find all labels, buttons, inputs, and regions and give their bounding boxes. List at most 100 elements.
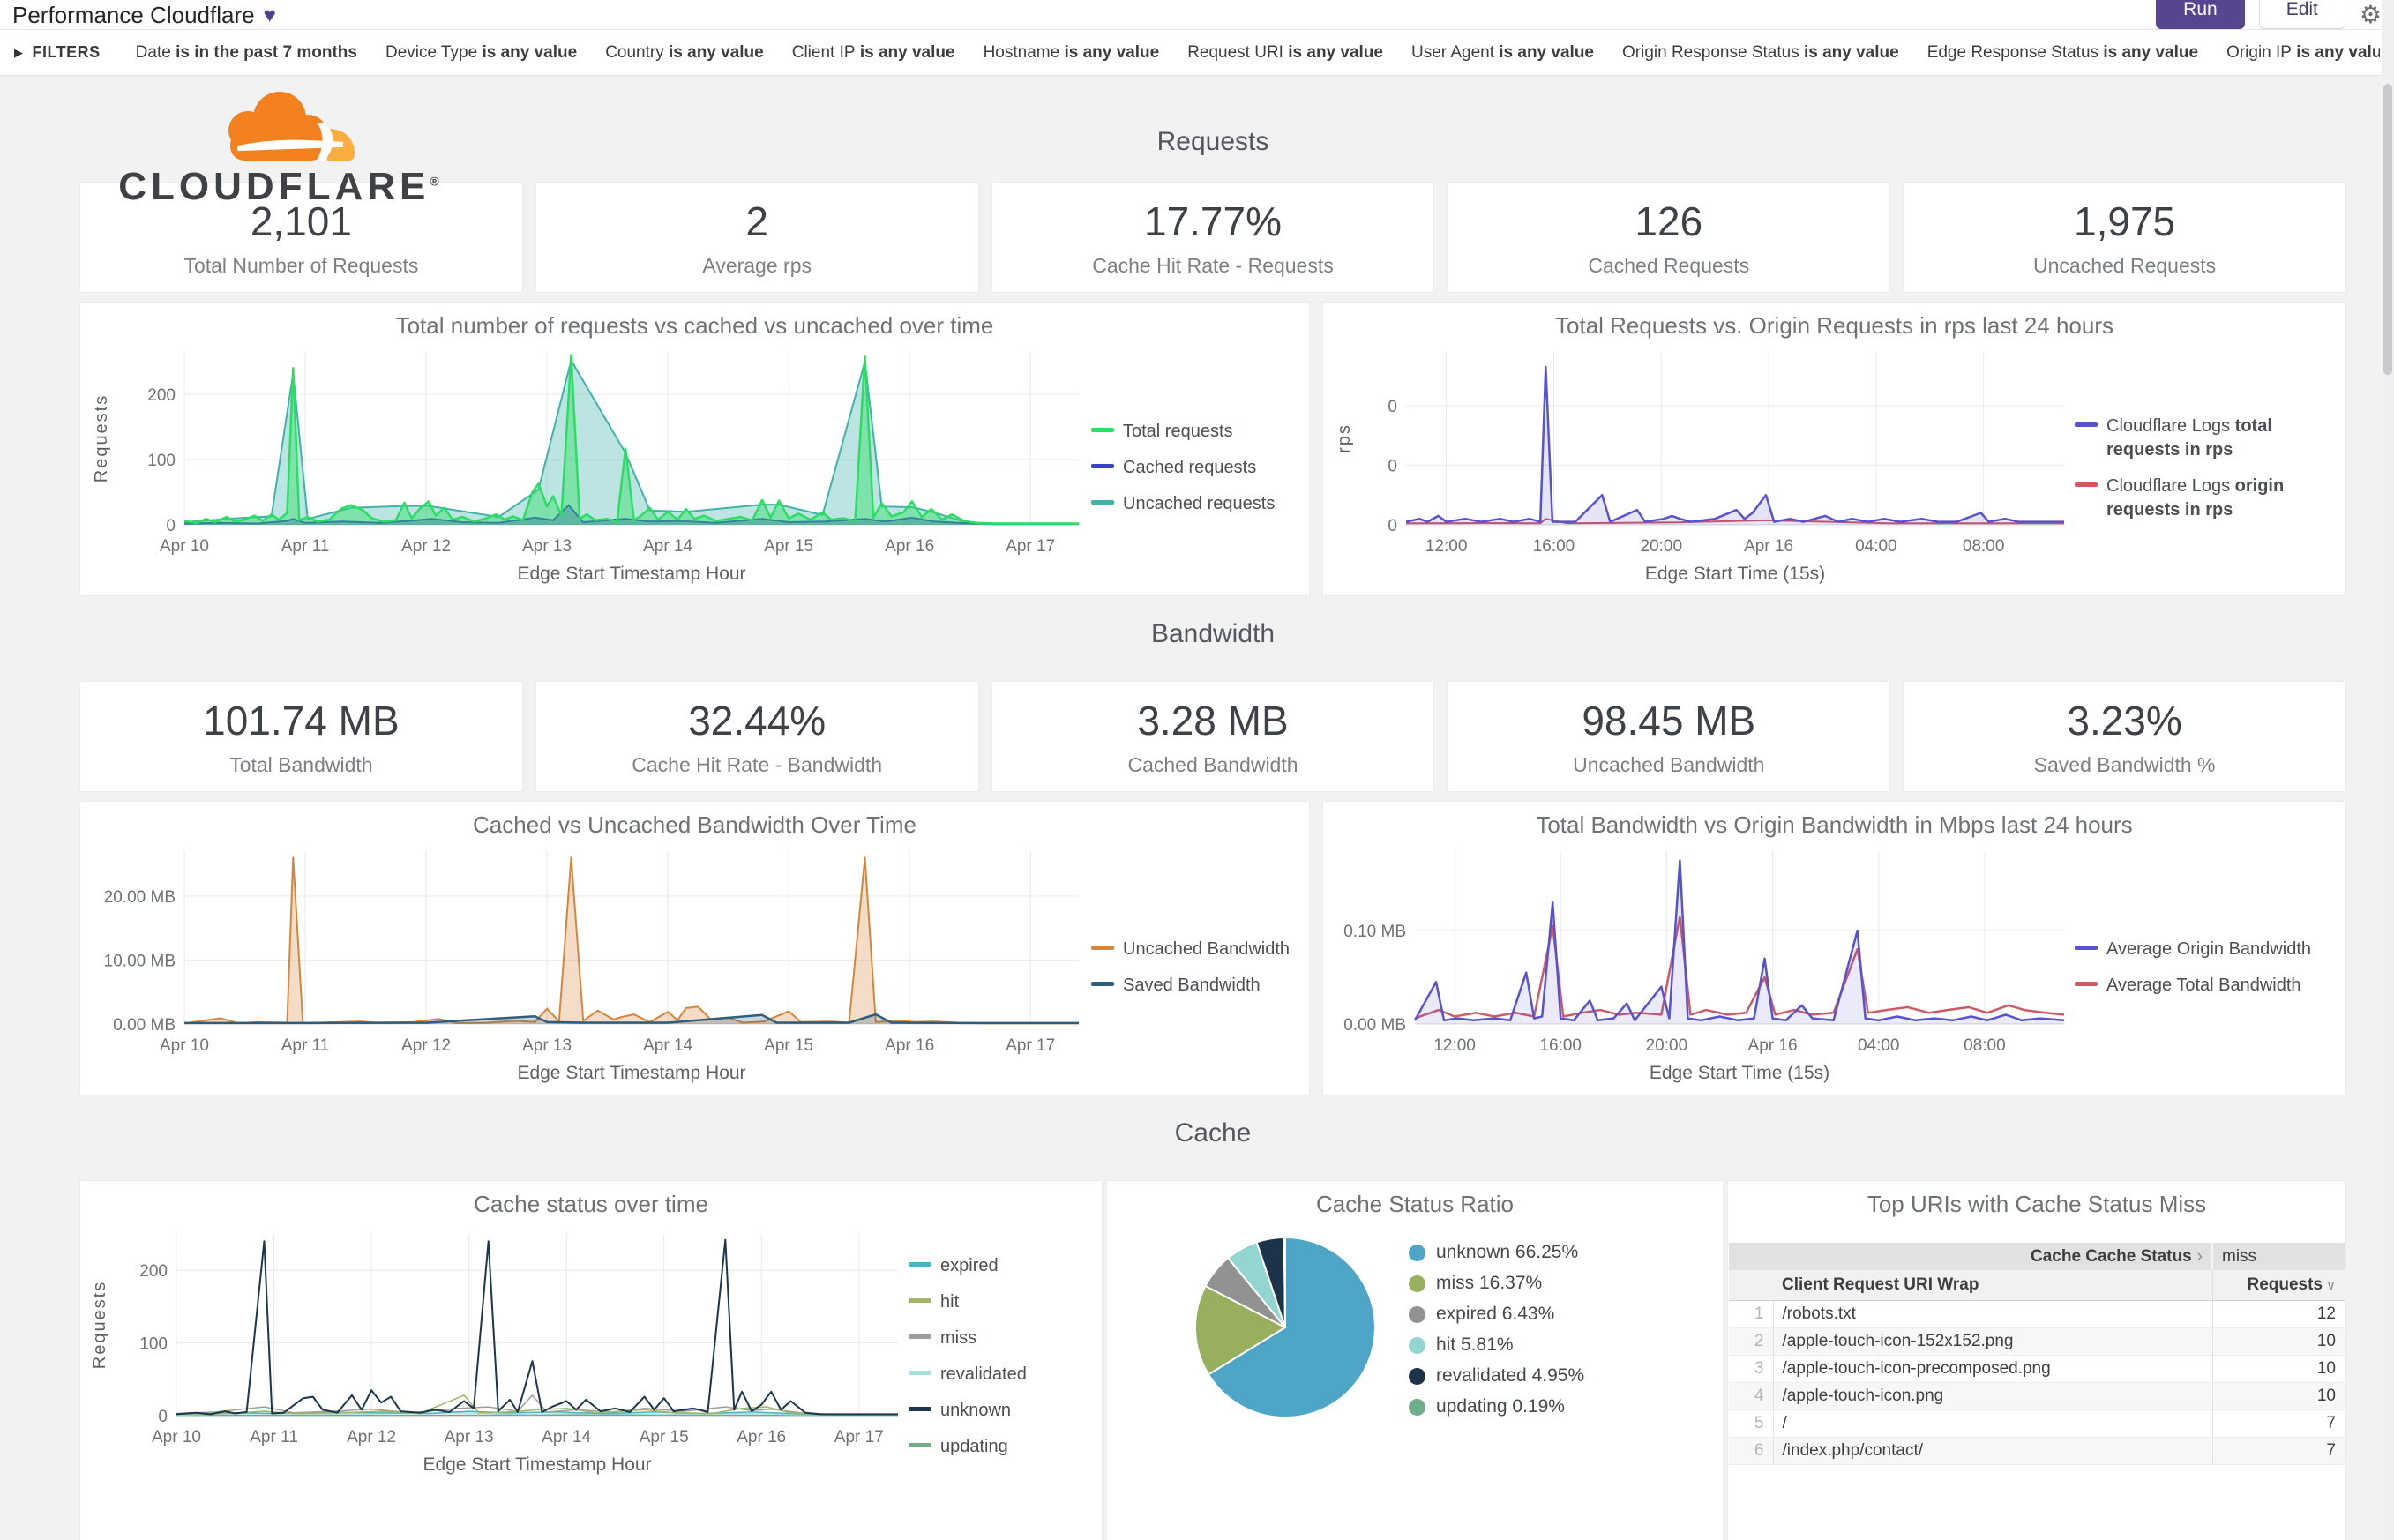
page-scrollbar[interactable]: [2382, 0, 2394, 1540]
filter-item-edge-response-status[interactable]: Edge Response Status is any value: [1926, 42, 2199, 62]
uri-column-header[interactable]: Client Request URI Wrap: [1773, 1270, 2212, 1301]
svg-text:100: 100: [139, 1335, 168, 1354]
svg-text:Apr 13: Apr 13: [522, 1036, 572, 1055]
svg-text:Apr 17: Apr 17: [1006, 1036, 1055, 1055]
kpi-cache-hit-rate-requests: 17.77% Cache Hit Rate - Requests: [991, 182, 1435, 293]
svg-text:0: 0: [166, 517, 176, 535]
row-uri[interactable]: /index.php/contact/: [1773, 1437, 2212, 1465]
top-uris-table: Cache Cache Status › miss Client Request …: [1729, 1243, 2345, 1465]
table-pivot-row: Cache Cache Status › miss: [1729, 1243, 2345, 1270]
filter-item-request-uri[interactable]: Request URI is any value: [1187, 42, 1383, 62]
legend-swatch-icon: [1091, 500, 1114, 505]
row-requests: 12: [2211, 1300, 2345, 1328]
legend-item-updating[interactable]: updating: [909, 1435, 1066, 1459]
table-row[interactable]: 1/robots.txt 12: [1729, 1300, 2345, 1328]
table-row[interactable]: 3/apple-touch-icon-precomposed.png 10: [1729, 1355, 2345, 1383]
filters-toggle[interactable]: ▶ FILTERS: [14, 43, 101, 62]
row-index: 6: [1729, 1437, 1774, 1465]
table-row[interactable]: 2/apple-touch-icon-152x152.png 10: [1729, 1327, 2345, 1356]
legend-item-unknown[interactable]: unknown: [909, 1399, 1066, 1423]
cache-status-over-time-plot[interactable]: 0 100 200 Apr 10 Apr 11 Apr 12 Apr 13 Apr 14 Apr…: [84, 1222, 909, 1491]
section-title-bandwidth: Bandwidth: [1150, 619, 1276, 648]
bandwidth-24h-legend: Average Origin Bandwidth Average Total Ba…: [2075, 842, 2339, 1092]
svg-text:12:00: 12:00: [1425, 537, 1468, 556]
pivot-value-miss[interactable]: miss: [2211, 1243, 2345, 1270]
legend-item-hit[interactable]: hit 5.81%: [1409, 1334, 1584, 1356]
requests-over-time-plot[interactable]: 0 100 200 Apr 10 Apr 11 Apr 12 Apr 13 Apr 14 Apr…: [86, 343, 1091, 593]
legend-item-average-total-bandwidth[interactable]: Average Total Bandwidth: [2075, 974, 2334, 998]
edit-button[interactable]: Edit: [2258, 0, 2345, 29]
row-uri[interactable]: /: [1773, 1409, 2212, 1438]
chart-title: Total Bandwidth vs Origin Bandwidth in M…: [1536, 811, 2133, 838]
bandwidth-24h-plot[interactable]: 0.00 MB 0.10 MB 12:00 16:00 20:00 Apr 16 04:00…: [1328, 842, 2075, 1092]
legend-item-average-origin-bandwidth[interactable]: Average Origin Bandwidth: [2075, 938, 2334, 961]
legend-label: unknown: [940, 1400, 1012, 1420]
bandwidth-over-time-plot[interactable]: 0.00 MB 10.00 MB 20.00 MB Apr 10 Apr 11 Apr 1…: [86, 842, 1091, 1092]
row-uri[interactable]: /robots.txt: [1773, 1300, 2212, 1328]
row-index: 3: [1729, 1355, 1774, 1383]
legend-item-expired[interactable]: expired: [909, 1254, 1066, 1278]
table-row[interactable]: 5/7: [1729, 1409, 2345, 1438]
page-title-wrap: Performance Cloudflare ♥: [12, 0, 276, 29]
table-row[interactable]: 6/index.php/contact/7: [1729, 1437, 2345, 1465]
filter-item-country[interactable]: Country is any value: [605, 42, 764, 62]
legend-swatch-icon: [909, 1297, 931, 1303]
legend-item-miss[interactable]: miss: [909, 1327, 1066, 1350]
svg-text:Requests: Requests: [92, 394, 111, 483]
legend-item-total-requests[interactable]: Total requests: [1091, 420, 1298, 444]
filter-item-client-ip[interactable]: Client IP is any value: [791, 42, 955, 62]
row-index: 1: [1729, 1300, 1774, 1328]
chart-title: Cache status over time: [474, 1191, 708, 1217]
chart-title: Cached vs Uncached Bandwidth Over Time: [473, 811, 916, 838]
legend-item-cached-requests[interactable]: Cached requests: [1091, 456, 1298, 480]
legend-swatch-icon: [909, 1406, 931, 1411]
scrollbar-thumb[interactable]: [2383, 84, 2392, 375]
filter-item-user-agent[interactable]: User Agent is any value: [1410, 42, 1594, 62]
row-uri[interactable]: /apple-touch-icon-precomposed.png: [1773, 1355, 2212, 1383]
svg-text:Apr 10: Apr 10: [160, 537, 209, 556]
svg-text:200: 200: [139, 1262, 168, 1281]
svg-text:Apr 11: Apr 11: [281, 537, 330, 556]
cache-status-legend: expired hit miss revalidated unknown updating: [909, 1222, 1072, 1491]
filter-item-date[interactable]: Date is in the past 7 months: [135, 42, 357, 62]
svg-text:Edge Start Time (15s): Edge Start Time (15s): [1650, 1063, 1829, 1083]
rps-24h-plot[interactable]: 0 0 0 12:00 16:00 20:00 Apr 16 04:00 08:00 Edge S…: [1328, 343, 2075, 593]
run-button[interactable]: Run: [2156, 0, 2245, 29]
legend-item-revalidated[interactable]: revalidated 4.95%: [1409, 1365, 1584, 1387]
legend-item-updating[interactable]: updating 0.19%: [1409, 1396, 1584, 1417]
filter-item-hostname[interactable]: Hostname is any value: [983, 42, 1160, 62]
pivot-field-label[interactable]: Cache Cache Status ›: [1729, 1243, 2212, 1270]
svg-text:Requests: Requests: [90, 1281, 109, 1370]
cache-status-ratio-pie[interactable]: [1192, 1234, 1379, 1425]
legend-item-revalidated[interactable]: revalidated: [909, 1363, 1066, 1387]
svg-text:0.00 MB: 0.00 MB: [1343, 1016, 1406, 1035]
legend-item-uncached-bandwidth[interactable]: Uncached Bandwidth: [1091, 938, 1298, 961]
svg-text:0: 0: [1388, 517, 1397, 535]
legend-item-origin-requests-in-rps[interactable]: Cloudflare Logs origin requests in rps: [2075, 475, 2334, 522]
legend-item-miss[interactable]: miss 16.37%: [1409, 1273, 1584, 1294]
section-title-requests: Requests: [1156, 127, 1269, 156]
row-uri[interactable]: /apple-touch-icon-152x152.png: [1773, 1327, 2212, 1356]
legend-item-uncached-requests[interactable]: Uncached requests: [1091, 492, 1298, 516]
filter-item-device-type[interactable]: Device Type is any value: [385, 42, 578, 62]
svg-text:Apr 15: Apr 15: [764, 1036, 813, 1055]
filter-item-origin-response-status[interactable]: Origin Response Status is any value: [1622, 42, 1899, 62]
top-bar: Performance Cloudflare ♥ Run Edit ⚙: [0, 0, 2394, 30]
legend-swatch-icon: [2075, 945, 2098, 950]
table-row[interactable]: 4/apple-touch-icon.png 10: [1729, 1382, 2345, 1410]
legend-swatch-icon: [909, 1370, 931, 1375]
sort-desc-icon: ∨: [2326, 1277, 2336, 1293]
chart-title: Total Requests vs. Origin Requests in rp…: [1555, 312, 2113, 339]
svg-text:Apr 11: Apr 11: [281, 1036, 330, 1055]
legend-item-saved-bandwidth[interactable]: Saved Bandwidth: [1091, 974, 1298, 998]
legend-label: hit 5.81%: [1436, 1334, 1514, 1355]
filter-item-origin-ip[interactable]: Origin IP is any value: [2226, 42, 2380, 62]
legend-item-total-requests-in-rps[interactable]: Cloudflare Logs total requests in rps: [2075, 415, 2334, 462]
row-uri[interactable]: /apple-touch-icon.png: [1773, 1382, 2212, 1410]
gear-icon[interactable]: ⚙: [2359, 0, 2382, 28]
legend-item-unknown[interactable]: unknown 66.25%: [1409, 1242, 1584, 1263]
legend-item-expired[interactable]: expired 6.43%: [1409, 1304, 1584, 1325]
legend-item-hit[interactable]: hit: [909, 1290, 1066, 1314]
requests-column-header[interactable]: Requests ∨: [2211, 1270, 2345, 1301]
svg-text:Apr 16: Apr 16: [737, 1428, 786, 1447]
